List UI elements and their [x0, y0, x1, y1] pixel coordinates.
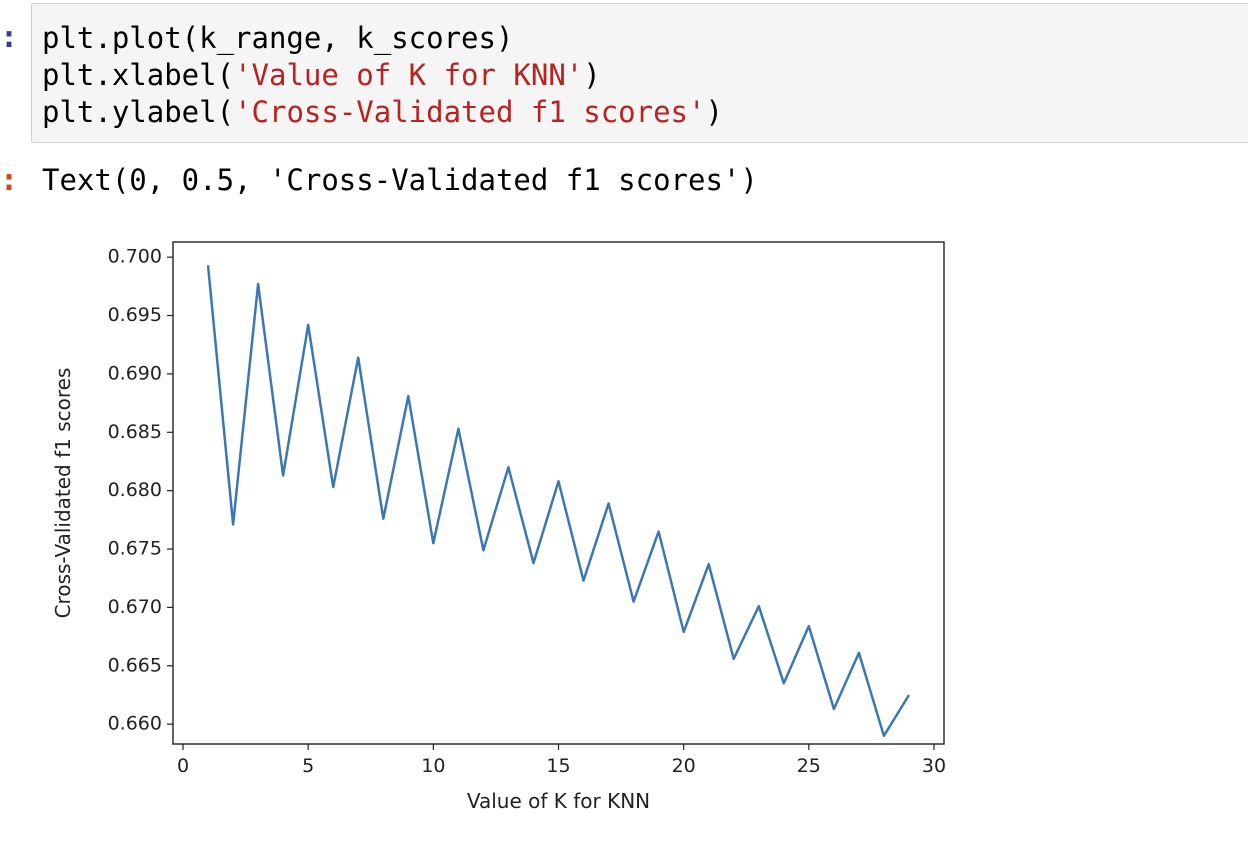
y-tick-label: 0.665: [108, 654, 162, 676]
code-string: 'Value of K for KNN': [234, 58, 584, 92]
code-text: plt.plot(k_range, k_scores): [42, 21, 514, 55]
code-text: ): [705, 95, 723, 129]
y-axis-label: Cross-Validated f1 scores: [51, 368, 75, 619]
y-tick-label: 0.670: [108, 596, 162, 618]
code-string: 'Cross-Validated f1 scores': [234, 95, 706, 129]
code-line-plot: plt.plot(k_range, k_scores): [42, 20, 513, 56]
y-tick-label: 0.660: [108, 713, 162, 735]
x-tick-label: 30: [922, 755, 946, 777]
code-text: plt.ylabel(: [42, 95, 235, 129]
y-tick-label: 0.700: [108, 246, 162, 268]
output-text: Text(0, 0.5, 'Cross-Validated f1 scores'…: [42, 163, 758, 197]
x-tick-label: 15: [546, 755, 570, 777]
code-line-xlabel: plt.xlabel('Value of K for KNN'): [42, 57, 601, 93]
x-axis-label: Value of K for KNN: [467, 789, 650, 813]
x-tick-label: 20: [672, 755, 696, 777]
code-cell[interactable]: plt.plot(k_range, k_scores) plt.xlabel('…: [31, 3, 1248, 143]
y-axis-ticks: 0.660 0.665 0.670 0.675 0.680 0.685 0.690 0.695…: [108, 246, 173, 735]
y-tick-label: 0.695: [108, 304, 162, 326]
plot-frame: [172, 241, 945, 745]
code-text: ): [583, 58, 601, 92]
y-tick-label: 0.685: [108, 421, 162, 443]
x-tick-label: 25: [797, 755, 821, 777]
y-tick-label: 0.690: [108, 362, 162, 384]
x-tick-label: 0: [177, 755, 189, 777]
y-tick-label: 0.675: [108, 538, 162, 560]
x-axis-ticks: 0 5 10 15 20 25 30: [177, 744, 946, 777]
code-line-ylabel: plt.ylabel('Cross-Validated f1 scores'): [42, 94, 723, 130]
y-tick-label: 0.680: [108, 479, 162, 501]
output-prompt: :: [0, 163, 19, 198]
x-tick-label: 10: [421, 755, 445, 777]
line-chart: 0.660 0.665 0.670 0.675 0.680 0.685 0.690 0.695…: [51, 241, 946, 813]
code-text: plt.xlabel(: [42, 58, 235, 92]
x-tick-label: 5: [302, 755, 314, 777]
series-line: [206, 265, 911, 738]
input-prompt: :: [0, 20, 19, 55]
